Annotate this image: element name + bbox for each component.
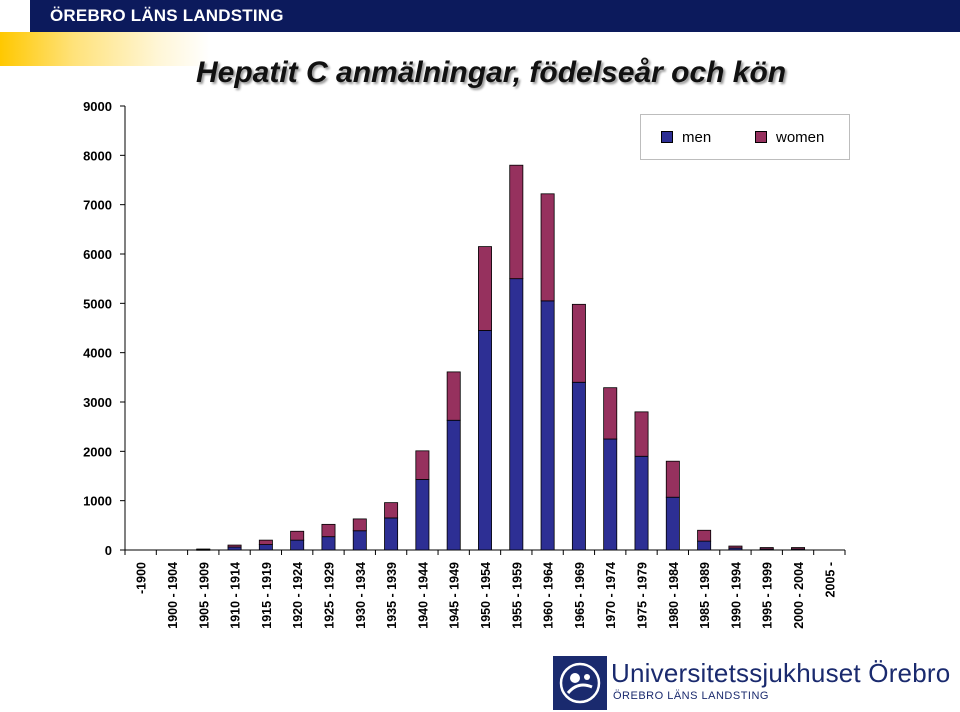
x-tick-label-6: 1925 - 1929 <box>322 562 336 629</box>
x-tick-label-13: 1960 - 1964 <box>542 562 556 629</box>
x-tick-label-15: 1970 - 1974 <box>604 562 618 629</box>
legend-swatch-women <box>755 131 767 143</box>
x-tick-label-0: -1900 <box>135 562 149 594</box>
header-accent-gradient <box>0 32 210 66</box>
bar-women-3 <box>227 544 242 548</box>
x-tick-label-9: 1940 - 1944 <box>416 562 430 629</box>
logo-subtitle: ÖREBRO LÄNS LANDSTING <box>613 690 769 702</box>
x-tick-label-8: 1935 - 1939 <box>385 562 399 629</box>
header-bar: ÖREBRO LÄNS LANDSTING <box>0 0 960 32</box>
x-tick-label-11: 1950 - 1954 <box>479 562 493 629</box>
bar-men-17 <box>665 496 680 551</box>
legend-item-women: women <box>755 129 824 146</box>
chart-legend: men women <box>640 114 850 160</box>
bar-women-8 <box>384 502 399 519</box>
bar-men-5 <box>290 539 305 551</box>
bar-women-19 <box>728 545 743 549</box>
y-tick-label-4000: 4000 <box>83 346 112 361</box>
y-tick-label-8000: 8000 <box>83 148 112 163</box>
bar-men-18 <box>697 540 712 551</box>
bar-women-4 <box>258 539 273 545</box>
bar-women-21 <box>791 547 806 550</box>
legend-item-men: men <box>661 129 711 146</box>
bar-women-7 <box>352 518 367 532</box>
y-tick-label-6000: 6000 <box>83 247 112 262</box>
x-tick-label-10: 1945 - 1949 <box>448 562 462 629</box>
bar-men-8 <box>384 517 399 551</box>
legend-label-women: women <box>776 129 825 146</box>
x-tick-label-3: 1910 - 1914 <box>229 562 243 629</box>
bar-men-7 <box>352 530 367 551</box>
bar-men-14 <box>571 381 586 551</box>
bar-women-16 <box>634 411 649 457</box>
x-tick-label-16: 1975 - 1979 <box>636 562 650 629</box>
x-tick-label-21: 2000 - 2004 <box>792 562 806 629</box>
y-tick-label-5000: 5000 <box>83 296 112 311</box>
bar-women-11 <box>478 246 492 331</box>
bar-women-14 <box>571 303 586 383</box>
bar-men-9 <box>415 479 430 551</box>
bar-women-15 <box>603 387 618 440</box>
x-tick-label-18: 1985 - 1989 <box>698 562 712 629</box>
bar-men-6 <box>321 536 336 551</box>
bar-women-5 <box>290 530 305 541</box>
bar-women-17 <box>665 460 680 498</box>
header-background <box>30 0 960 32</box>
bar-women-10 <box>446 371 461 421</box>
x-tick-label-5: 1920 - 1924 <box>291 562 305 629</box>
y-tick-label-7000: 7000 <box>83 198 112 213</box>
hospital-logo: Universitetssjukhuset Örebro ÖREBRO LÄNS… <box>553 656 953 710</box>
x-tick-label-2: 1905 - 1909 <box>197 562 211 629</box>
bar-men-4 <box>258 544 273 551</box>
y-tick-label-3000: 3000 <box>83 395 112 410</box>
y-tick-label-9000: 9000 <box>83 99 112 114</box>
bar-women-20 <box>759 547 774 550</box>
y-tick-label-1000: 1000 <box>83 494 112 509</box>
logo-name: Universitetssjukhuset Örebro <box>611 658 951 688</box>
bar-men-15 <box>603 438 618 551</box>
x-tick-label-20: 1995 - 1999 <box>761 562 775 629</box>
y-tick-label-0: 0 <box>105 543 112 558</box>
bar-men-13 <box>540 300 555 551</box>
bar-men-12 <box>509 278 524 551</box>
bar-men-10 <box>446 419 461 551</box>
x-tick-label-17: 1980 - 1984 <box>667 562 681 629</box>
chart-title: Hepatit C anmälningar, födelseår och kön <box>196 56 787 89</box>
header-stripe <box>0 0 30 32</box>
bar-women-6 <box>321 523 336 538</box>
bar-women-2 <box>196 548 211 551</box>
bar-women-18 <box>697 529 712 542</box>
x-tick-label-4: 1915 - 1919 <box>260 562 274 629</box>
bar-men-16 <box>634 455 649 551</box>
x-tick-label-14: 1965 - 1969 <box>573 562 587 629</box>
y-tick-label-2000: 2000 <box>83 444 112 459</box>
bar-women-12 <box>509 164 524 280</box>
bar-men-11 <box>478 330 492 551</box>
x-tick-label-1: 1900 - 1904 <box>166 562 180 629</box>
bar-women-9 <box>415 450 430 480</box>
x-tick-label-19: 1990 - 1994 <box>729 562 743 629</box>
x-tick-label-22: 2005 - <box>823 562 837 597</box>
x-tick-label-12: 1955 - 1959 <box>510 562 524 629</box>
header-title: ÖREBRO LÄNS LANDSTING <box>50 6 284 25</box>
bar-women-13 <box>540 193 555 302</box>
legend-swatch-men <box>661 131 673 143</box>
bar-men-3 <box>227 546 242 551</box>
seal-icon <box>553 656 607 710</box>
legend-label-men: men <box>682 129 712 146</box>
x-tick-label-7: 1930 - 1934 <box>354 562 368 629</box>
